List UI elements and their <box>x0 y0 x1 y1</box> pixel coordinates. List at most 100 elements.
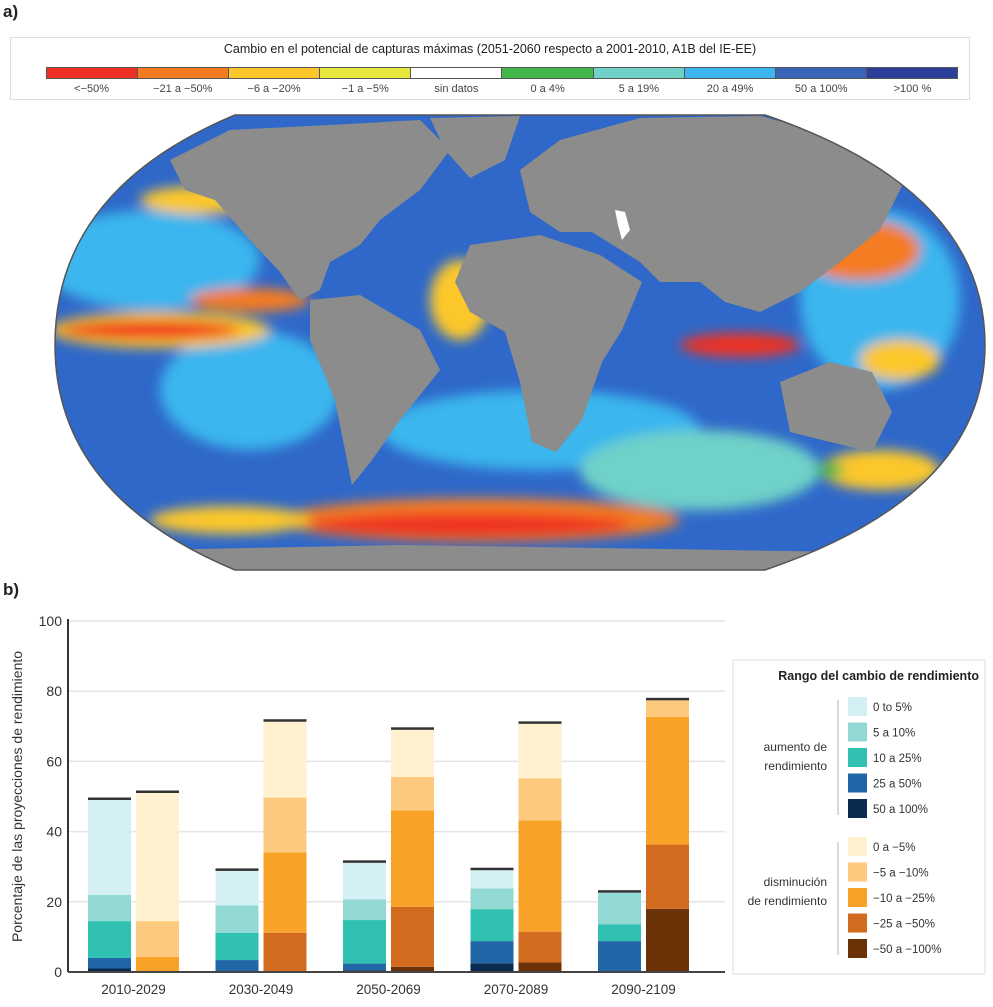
bar-total-cap <box>263 719 307 722</box>
legend-label: 0 a −5% <box>873 842 916 854</box>
bar-segment <box>470 888 514 910</box>
bar-segment <box>518 778 562 821</box>
bar-total-cap <box>391 727 434 730</box>
bar-segment <box>88 800 131 895</box>
increase-group-label: aumento de rendimiento <box>764 740 828 773</box>
legend-swatch <box>848 913 867 933</box>
bar-segment <box>518 931 562 963</box>
bar-total-cap <box>88 797 131 801</box>
colorbar-swatch <box>502 68 594 78</box>
bar-segment <box>470 909 514 942</box>
colorbar-label: −1 a −5% <box>341 83 389 95</box>
colorbar-label: >100 % <box>893 83 932 95</box>
bar-segment <box>343 862 386 900</box>
colorbar-swatch <box>229 68 321 78</box>
bar-segment <box>136 792 179 922</box>
bar-segment <box>88 968 131 972</box>
bar-segment <box>136 921 179 957</box>
land-eurasia <box>520 116 905 312</box>
legend-swatch <box>848 837 867 856</box>
map-outline <box>54 114 986 571</box>
decrease-group-label: disminución de rendimiento <box>748 875 828 908</box>
bar-total-cap <box>136 790 179 793</box>
bar-segment <box>263 721 307 798</box>
bar-segment <box>215 870 259 906</box>
bar-segment <box>343 920 386 964</box>
colorbar-label: −6 a −20% <box>247 83 301 95</box>
colorbar-label: 5 a 19% <box>618 83 659 95</box>
bar-segment <box>518 723 562 779</box>
legend-label: −25 a −50% <box>873 919 935 931</box>
bar-total-cap <box>518 721 562 724</box>
bar-total-cap <box>598 890 641 893</box>
bar-segment <box>88 957 131 969</box>
panel-b-label: b) <box>3 580 20 599</box>
bar-segment <box>646 844 689 909</box>
bar-segment <box>518 962 562 972</box>
panel-a-label: a) <box>3 2 19 21</box>
legend-label: 0 to 5% <box>873 702 912 714</box>
bar-segment <box>215 905 259 933</box>
y-axis-label: Porcentaje de las proyecciones de rendim… <box>9 651 25 942</box>
bar-segment <box>646 908 689 972</box>
bar-total-cap <box>343 860 386 863</box>
legend-swatch <box>848 862 867 882</box>
map-colorbar-labels: <−50% −21 a −50% −6 a −20% −1 a −5% sin dato… <box>46 83 958 95</box>
legend-swatch <box>848 748 867 767</box>
legend-swatch <box>848 888 867 907</box>
y-tick-label: 100 <box>39 613 63 629</box>
land-africa <box>455 235 642 452</box>
colorbar-swatch <box>320 68 412 78</box>
bar-total-cap <box>646 697 689 701</box>
map-legend: Cambio en el potencial de capturas máxim… <box>10 37 970 100</box>
bar-segment <box>518 820 562 932</box>
bar-segment <box>263 797 307 853</box>
colorbar-swatch <box>138 68 230 78</box>
x-tick-label: 2070-2089 <box>484 982 549 997</box>
x-tick-label: 2010-2029 <box>101 982 166 997</box>
bar-segment <box>343 963 386 971</box>
y-tick-label: 0 <box>54 964 62 980</box>
y-tick-label: 20 <box>46 894 62 910</box>
y-tick-label: 60 <box>46 753 62 769</box>
colorbar-swatch <box>684 68 776 78</box>
bar-total-cap <box>215 868 259 871</box>
map-colorbar <box>46 67 958 79</box>
bar-segment <box>646 716 689 845</box>
bar-segment <box>215 932 259 961</box>
legend-label: −10 a −25% <box>873 893 935 905</box>
bar-segment <box>470 870 514 889</box>
bar-segment <box>598 924 641 942</box>
legend-title: Rango del cambio de rendimiento <box>778 669 979 683</box>
bar-segment <box>391 776 434 811</box>
legend-label: −50 a −100% <box>873 944 941 956</box>
bar-segment <box>263 932 307 972</box>
legend-label: 50 a 100% <box>873 804 928 816</box>
bar-total-cap <box>470 867 514 871</box>
bar-segment <box>263 852 307 933</box>
legend-swatch <box>848 799 867 818</box>
land-masses <box>100 116 905 570</box>
colorbar-swatch <box>866 68 957 78</box>
legend-swatch <box>848 697 867 716</box>
x-tick-label: 2090-2109 <box>611 982 676 997</box>
colorbar-swatch <box>411 68 503 78</box>
land-greenland <box>430 116 520 178</box>
bar-segment <box>646 700 689 717</box>
legend-label: 25 a 50% <box>873 779 922 791</box>
legend-swatch <box>848 773 867 793</box>
legend-label: 5 a 10% <box>873 728 915 740</box>
y-tick-label: 80 <box>46 683 62 699</box>
colorbar-swatch <box>775 68 867 78</box>
colorbar-label: 50 a 100% <box>794 83 848 95</box>
bar-segment <box>88 921 131 958</box>
legend-label: −5 a −10% <box>873 868 929 880</box>
world-map <box>55 115 985 570</box>
land-north-america <box>170 120 450 300</box>
bar-segment <box>470 963 514 972</box>
bar-segment <box>391 729 434 777</box>
bar-segment <box>88 894 131 922</box>
bar-chart: 0 20 40 60 80 100 Porcentaje de las proyeccion… <box>9 613 725 997</box>
bar-segment <box>391 966 434 972</box>
